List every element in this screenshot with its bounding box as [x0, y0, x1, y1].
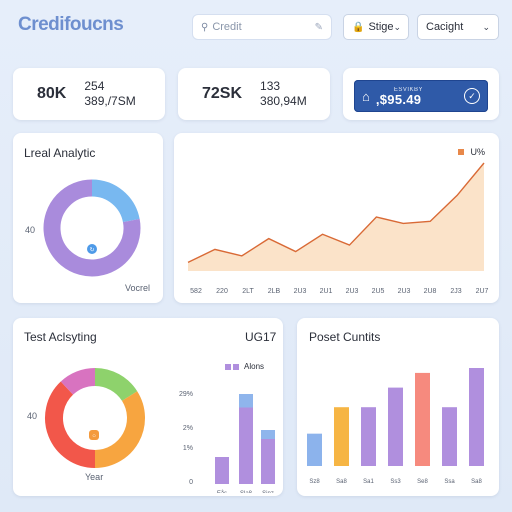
x-tick-label: 2U3 — [398, 288, 411, 295]
stage-dropdown-label: Stige — [368, 21, 394, 33]
x-tick-label: 2LT — [242, 288, 254, 295]
promo-amount: ,$95.49 — [375, 91, 422, 107]
legend-label: Alons — [244, 362, 265, 371]
donut-slice[interactable] — [43, 179, 141, 277]
donut-left-label: 40 — [25, 225, 36, 235]
x-tick-label: 2U3 — [346, 288, 359, 295]
stat-card-2[interactable]: 72SK 133 380,94M — [178, 68, 330, 120]
bar-segment[interactable] — [261, 430, 275, 439]
bar-segment[interactable] — [239, 394, 253, 408]
bar[interactable] — [361, 407, 376, 466]
account-dropdown-label: Cacight — [426, 21, 464, 33]
bar[interactable] — [415, 372, 430, 466]
legend-swatch — [225, 363, 231, 370]
stat-line-1: 133 — [260, 79, 281, 93]
y-tick-label: 29% — [179, 391, 193, 398]
x-tick-label: 2J3 — [450, 288, 461, 295]
donut-center-badge — [89, 430, 99, 440]
donut-chart: ↻ — [43, 179, 141, 277]
x-tick-label: 220 — [216, 288, 228, 295]
bar[interactable] — [261, 439, 275, 484]
x-tick-label: Eås — [217, 490, 227, 493]
x-tick-label: Ss3 — [390, 479, 401, 485]
stat-line-2: 380,94M — [260, 94, 307, 108]
x-tick-label: Se8 — [417, 479, 428, 485]
legend-swatch — [233, 363, 239, 370]
card-title: Lreal Analytic — [24, 146, 96, 160]
y-tick-label: 2% — [183, 425, 193, 432]
x-tick-label: Sla8 — [240, 491, 253, 493]
bar[interactable] — [215, 457, 229, 484]
refresh-icon: ↻ — [89, 248, 94, 254]
legend-swatch — [458, 149, 465, 155]
chevron-down-icon: ⌄ — [482, 21, 490, 32]
bar[interactable] — [307, 433, 322, 466]
donut-center-dot — [87, 244, 97, 254]
donut-slice[interactable] — [60, 368, 96, 396]
x-tick-label: 2U8 — [424, 288, 437, 295]
x-tick-label: 582 — [190, 288, 202, 295]
promo-small-label: ESVIKBY — [393, 86, 424, 93]
area-legend: U% — [458, 147, 485, 157]
pencil-icon[interactable]: ✎ — [314, 21, 323, 33]
donut-slice[interactable] — [94, 391, 145, 468]
legend-label: U% — [470, 147, 485, 157]
donut-bottom-label: Year — [85, 472, 104, 482]
stat-line-2: 389,/7SM — [84, 94, 136, 108]
chevron-down-icon: ⌄ — [393, 21, 402, 32]
card-title: Poset Cuntits — [309, 330, 381, 344]
bar[interactable] — [442, 407, 457, 466]
x-tick-label: Sa8 — [336, 479, 347, 485]
activity-card: Test Aclsyting 40 Year ○ UG17 Alons 29% 2… — [13, 318, 283, 496]
bar[interactable] — [388, 387, 403, 466]
stat-value: 72SK — [202, 85, 243, 102]
area-fill — [188, 163, 484, 271]
area-chart: 582 220 2LT 2LB 2U3 2U1 2U3 2U5 2U3 2U8 2J3 2U7 — [187, 162, 489, 295]
search-input[interactable]: Credit — [212, 21, 242, 33]
x-tick-label: 2U5 — [372, 288, 385, 295]
account-dropdown[interactable]: Cacight ⌄ — [417, 14, 499, 40]
bar[interactable] — [334, 407, 349, 466]
house-icon: ⌂ — [362, 88, 370, 104]
bar-chart-1: 29% 2% 1% 0 Eås Sla8 Sinz — [179, 391, 275, 493]
donut-bottom-label: Vocrel — [125, 283, 151, 293]
x-tick-label: 2U3 — [294, 288, 307, 295]
donut-left-label: 40 — [27, 411, 38, 421]
bar-chart-title: UG17 — [245, 330, 277, 344]
lock-icon: 🔒 — [352, 21, 365, 33]
search-bar[interactable]: ⚲ Credit ✎ — [192, 14, 332, 40]
gift-icon: ○ — [92, 434, 96, 440]
x-tick-label: Sa8 — [471, 479, 482, 485]
stage-dropdown[interactable]: 🔒 Stige ⌄ — [343, 14, 409, 40]
area-chart-card: U% 582 220 2LT 2LB 2U3 2U1 2U3 2U5 2U3 2U8 2J3 2U7 — [174, 133, 499, 303]
promo-button[interactable]: ⌂ ESVIKBY ,$95.49 ✓ — [354, 80, 488, 112]
x-tick-label: Sinz — [262, 491, 274, 493]
stat-value: 80K — [37, 85, 67, 102]
x-tick-label: 2U1 — [320, 288, 333, 295]
donut-slice[interactable] — [94, 368, 138, 402]
x-tick-label: Sz8 — [309, 479, 320, 485]
app-logo[interactable]: Credifoucns — [18, 14, 124, 35]
bar[interactable] — [469, 368, 484, 466]
x-tick-label: 2LB — [268, 288, 281, 295]
stat-card-1[interactable]: 80K 254 389,/7SM — [13, 68, 165, 120]
card-title: Test Aclsyting — [24, 330, 97, 344]
post-counts-card: Poset Cuntits Sz8 Sa8 Sa1 Ss3 Se8 Ssa Sa8 — [297, 318, 499, 496]
check-icon: ✓ — [464, 88, 480, 104]
x-tick-label: 2U7 — [476, 288, 489, 295]
analytic-card: Lreal Analytic 40 Vocrel ↻ — [13, 133, 163, 303]
x-tick-label: Ssa — [444, 479, 455, 485]
x-tick-label: Sa1 — [363, 479, 374, 485]
donut-slice[interactable] — [91, 179, 140, 223]
donut-slice[interactable] — [45, 381, 96, 468]
y-tick-label: 1% — [183, 445, 193, 452]
stat-line-1: 254 — [84, 79, 105, 93]
y-tick-label: 0 — [189, 479, 193, 486]
bar-chart-2: Sz8 Sa8 Sa1 Ss3 Se8 Ssa Sa8 — [307, 368, 484, 485]
bar-legend: Alons — [225, 362, 264, 371]
area-line — [187, 162, 485, 263]
donut-chart-2: ○ — [45, 368, 145, 468]
bar[interactable] — [239, 407, 253, 485]
search-icon: ⚲ — [201, 21, 209, 33]
